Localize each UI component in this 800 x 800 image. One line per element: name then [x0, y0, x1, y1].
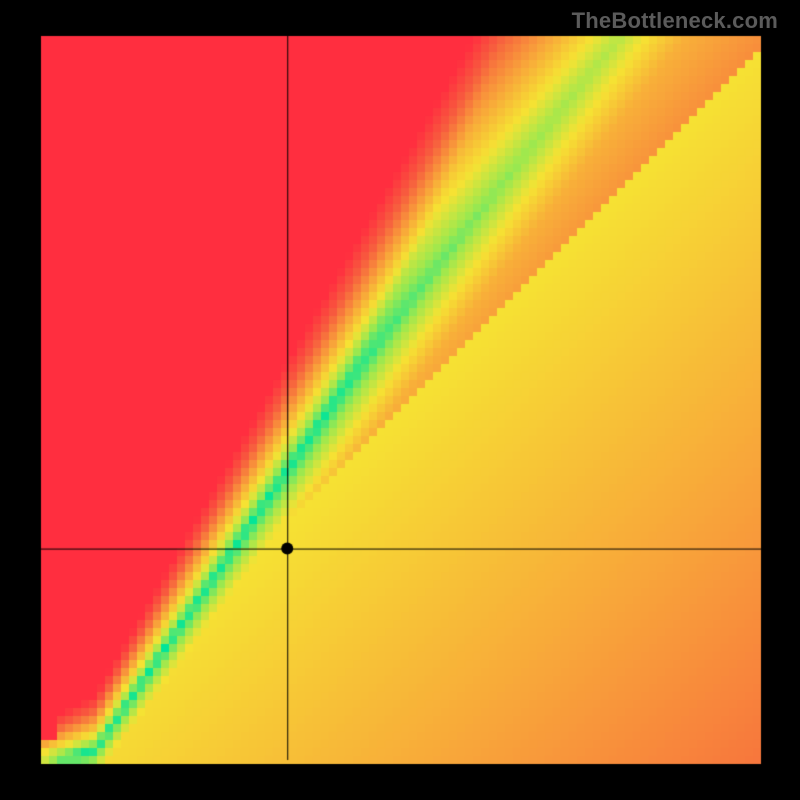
watermark-text: TheBottleneck.com	[572, 8, 778, 34]
bottleneck-heatmap	[0, 0, 800, 800]
